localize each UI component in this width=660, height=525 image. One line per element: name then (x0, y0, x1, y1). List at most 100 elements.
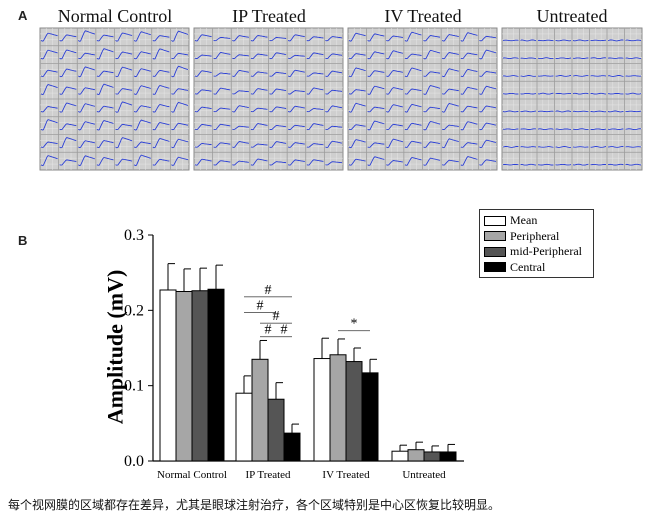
erg-trace (555, 128, 572, 130)
significance-marker: # (257, 299, 264, 314)
erg-trace (250, 35, 268, 42)
erg-trace (404, 88, 422, 95)
erg-trace (423, 35, 441, 42)
erg-trace (608, 92, 624, 95)
x-tick-label: Untreated (402, 469, 446, 481)
erg-trace (537, 110, 554, 113)
erg-trace (194, 70, 212, 77)
erg-trace (115, 137, 133, 149)
significance-marker: # (265, 283, 272, 298)
erg-trace (325, 140, 343, 148)
erg-trace (590, 128, 607, 130)
erg-trace (423, 49, 441, 60)
erg-trace (171, 65, 189, 78)
erg-trace (171, 30, 189, 42)
erg-trace (96, 119, 114, 131)
erg-trace (502, 110, 519, 113)
erg-trace (115, 158, 133, 166)
legend-swatch-peripheral (484, 231, 506, 242)
erg-trace (78, 140, 95, 148)
erg-trace (607, 110, 624, 113)
erg-trace (213, 36, 231, 42)
y-tick-label: 0.3 (124, 227, 144, 244)
erg-trace (232, 141, 249, 148)
erg-trace (479, 49, 497, 60)
erg-trace (171, 138, 189, 149)
erg-trace (555, 75, 572, 77)
erg-trace (386, 50, 404, 60)
erg-trace (287, 159, 305, 166)
erg-trace (502, 39, 519, 42)
erg-trace (171, 101, 189, 113)
bar-central-3 (439, 451, 457, 462)
erg-trace (367, 120, 385, 131)
erg-trace (423, 106, 441, 113)
erg-trace (386, 123, 403, 131)
erg-trace (115, 123, 133, 131)
erg-trace (306, 72, 324, 77)
erg-trace (96, 34, 114, 42)
erg-trace (537, 92, 554, 95)
erg-trace (348, 139, 366, 149)
erg-trace (232, 90, 249, 95)
erg-trace (59, 102, 77, 113)
erg-trace (213, 107, 231, 113)
erg-trace (423, 84, 441, 95)
erg-trace (423, 71, 441, 77)
erg-trace (625, 163, 642, 166)
x-tick-label: IV Treated (322, 469, 370, 481)
erg-trace (348, 67, 366, 78)
erg-trace (325, 105, 343, 113)
erg-trace (171, 156, 189, 166)
erg-trace (232, 54, 249, 59)
legend-item-peripheral: Peripheral (484, 229, 589, 245)
erg-trace (59, 136, 77, 149)
legend-label-central: Central (510, 259, 546, 274)
erg-trace (572, 57, 589, 59)
erg-trace (325, 70, 343, 77)
erg-trace (537, 39, 554, 42)
erg-trace (171, 88, 189, 95)
erg-trace (152, 122, 170, 131)
y-tick-label: 0.1 (124, 378, 144, 395)
erg-trace (59, 159, 77, 166)
bar-mean-3 (391, 450, 409, 462)
erg-trace (232, 35, 249, 42)
erg-trace (194, 158, 212, 166)
erg-trace (325, 36, 343, 42)
erg-trace (232, 105, 249, 113)
erg-trace (287, 90, 305, 95)
erg-trace (250, 53, 268, 60)
erg-trace (460, 155, 478, 166)
erg-trace (590, 39, 607, 42)
bar-mean-1 (235, 392, 253, 462)
erg-trace (152, 84, 170, 95)
erg-trace (213, 87, 231, 95)
erg-trace (306, 143, 324, 148)
erg-trace (590, 75, 607, 77)
erg-trace (572, 39, 589, 42)
erg-trace (115, 51, 133, 60)
erg-trace (348, 89, 366, 95)
erg-trace (133, 51, 151, 60)
erg-trace (250, 88, 268, 95)
erg-trace (269, 36, 287, 42)
erg-trace (625, 39, 642, 42)
erg-trace (537, 75, 554, 77)
erg-trace (194, 143, 212, 148)
erg-trace (404, 157, 422, 166)
bar-mid-peripheral-0 (191, 290, 209, 462)
erg-trace (367, 142, 385, 148)
erg-trace (520, 39, 537, 42)
erg-trace (607, 128, 624, 130)
erg-trace (367, 85, 385, 95)
erg-trace (386, 70, 403, 77)
erg-trace (555, 110, 572, 113)
erg-trace (479, 85, 497, 95)
erg-trace (269, 88, 287, 95)
erg-trace (194, 106, 212, 113)
erg-trace (520, 75, 537, 77)
grid-title-untreated: Untreated (536, 6, 608, 26)
x-tick-label: IP Treated (245, 469, 291, 481)
erg-trace (213, 123, 231, 131)
